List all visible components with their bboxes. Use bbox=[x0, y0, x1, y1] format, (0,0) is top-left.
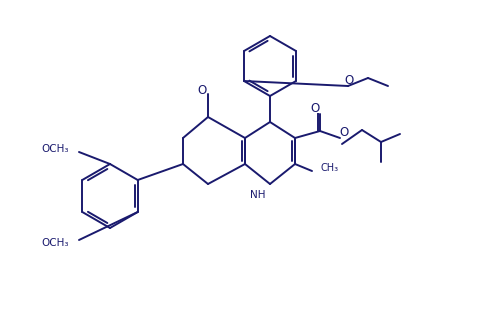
Text: OCH₃: OCH₃ bbox=[41, 144, 69, 154]
Text: O: O bbox=[344, 74, 354, 88]
Text: O: O bbox=[310, 102, 319, 116]
Text: OCH₃: OCH₃ bbox=[41, 238, 69, 248]
Text: O: O bbox=[340, 127, 348, 139]
Text: CH₃: CH₃ bbox=[320, 163, 338, 173]
Text: NH: NH bbox=[250, 190, 266, 200]
Text: O: O bbox=[197, 84, 207, 98]
